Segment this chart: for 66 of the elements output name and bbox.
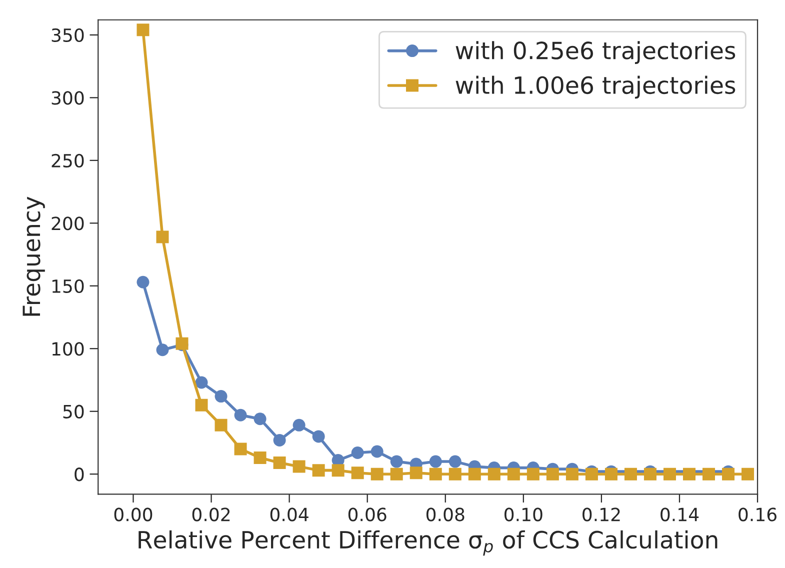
y-axis-title: Frequency bbox=[22, 196, 45, 316]
point bbox=[390, 468, 403, 480]
point bbox=[566, 468, 578, 480]
point bbox=[292, 418, 306, 432]
point bbox=[722, 468, 735, 480]
point bbox=[410, 466, 422, 480]
point bbox=[663, 468, 676, 480]
point bbox=[273, 434, 286, 446]
x-axis-title: Relative Percent Difference σ$_{p}$ of CCS Calculation bbox=[138, 530, 718, 556]
point bbox=[351, 446, 364, 460]
point bbox=[742, 468, 754, 480]
y-tick-label: 50 bbox=[63, 404, 84, 418]
point bbox=[370, 468, 384, 480]
point bbox=[195, 398, 208, 412]
x-tick-label: 0.14 bbox=[660, 508, 699, 522]
point bbox=[526, 468, 540, 480]
y-tick-label: 150 bbox=[52, 279, 84, 293]
point bbox=[488, 468, 500, 480]
point bbox=[214, 390, 228, 403]
point bbox=[604, 468, 618, 480]
point bbox=[136, 276, 150, 288]
point bbox=[156, 230, 169, 244]
y-tick-label: 100 bbox=[52, 342, 84, 356]
point bbox=[234, 408, 247, 422]
y-tick-label: 0 bbox=[74, 468, 84, 482]
x-tick-label: 0.00 bbox=[114, 508, 152, 522]
point bbox=[585, 468, 598, 480]
point bbox=[429, 455, 442, 468]
point bbox=[546, 468, 559, 480]
point bbox=[429, 468, 442, 480]
x-tick-label: 0.08 bbox=[426, 508, 464, 522]
point bbox=[292, 460, 306, 473]
point bbox=[448, 455, 462, 468]
legend-label: with 0.25e6 trajectories bbox=[456, 41, 736, 64]
point bbox=[390, 455, 403, 468]
y-tick-label: 250 bbox=[52, 154, 84, 168]
point bbox=[370, 445, 384, 458]
y-tick-label: 200 bbox=[52, 216, 84, 230]
point bbox=[214, 418, 228, 432]
point bbox=[136, 24, 150, 36]
x-tick-label: 0.02 bbox=[192, 508, 230, 522]
x-tick-label: 0.04 bbox=[270, 508, 308, 522]
point bbox=[273, 456, 286, 470]
point bbox=[448, 468, 462, 480]
point bbox=[644, 468, 656, 480]
y-tick-label: 300 bbox=[52, 91, 84, 105]
point bbox=[351, 466, 364, 480]
point bbox=[624, 468, 637, 480]
point bbox=[254, 412, 266, 426]
y-tick-label: 350 bbox=[52, 28, 84, 42]
point bbox=[234, 442, 247, 456]
point bbox=[254, 452, 266, 464]
point bbox=[312, 464, 325, 477]
point bbox=[468, 468, 481, 480]
point bbox=[312, 430, 325, 443]
point bbox=[682, 468, 696, 480]
point bbox=[156, 344, 169, 356]
legend-label: with 1.00e6 trajectories bbox=[456, 76, 736, 99]
x-tick-label: 0.16 bbox=[738, 508, 776, 522]
point bbox=[195, 376, 208, 389]
point bbox=[702, 468, 716, 480]
point bbox=[332, 464, 344, 477]
x-tick-label: 0.10 bbox=[504, 508, 542, 522]
x-tick-label: 0.12 bbox=[582, 508, 620, 522]
x-tick-label: 0.06 bbox=[348, 508, 386, 522]
point bbox=[507, 468, 520, 480]
